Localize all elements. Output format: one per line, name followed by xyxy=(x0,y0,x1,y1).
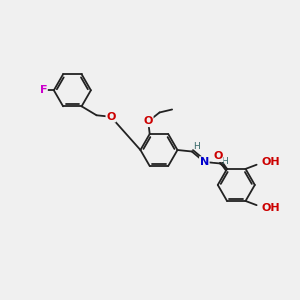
Text: F: F xyxy=(40,85,47,95)
Text: N: N xyxy=(200,157,209,167)
Text: OH: OH xyxy=(262,157,280,167)
Text: O: O xyxy=(106,112,116,122)
Text: H: H xyxy=(193,142,200,151)
Text: OH: OH xyxy=(262,203,280,213)
Text: O: O xyxy=(143,116,153,126)
Text: O: O xyxy=(213,152,223,161)
Text: H: H xyxy=(221,157,228,166)
